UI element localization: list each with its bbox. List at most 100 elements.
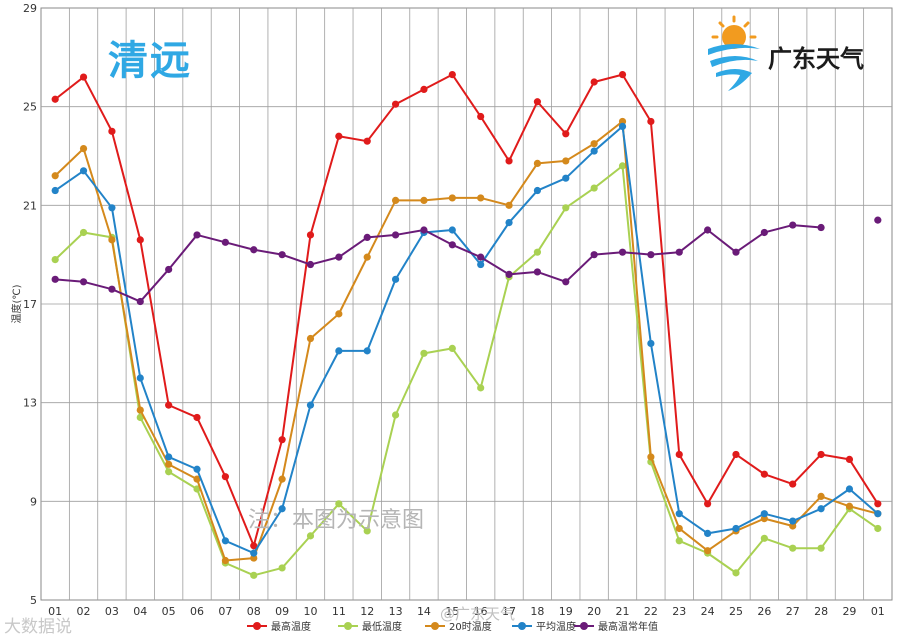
data-point [306,532,315,540]
data-point [732,248,740,256]
data-point [448,241,456,249]
x-tick-label: 03 [105,605,119,618]
data-point [675,537,683,545]
y-axis-label: 温度(℃) [10,284,23,323]
x-tick-label: 16 [474,605,488,618]
data-point [79,278,88,286]
x-tick-label: 23 [672,605,686,618]
data-point [760,534,768,542]
data-point [221,473,229,481]
data-point [420,349,428,357]
data-point [817,505,825,513]
y-tick-label: 21 [23,199,37,212]
x-tick-label: 14 [417,605,431,618]
data-point [250,554,258,562]
data-point [590,147,598,155]
data-point [562,157,570,165]
data-point [845,455,854,463]
x-tick-label: 08 [247,605,261,618]
series-5 [51,216,882,306]
x-tick-label: 06 [190,605,204,618]
data-point [675,248,683,256]
legend-label: 平均温度 [536,620,576,633]
data-point [789,221,797,229]
series-line [54,164,879,577]
x-tick-label: 18 [530,605,544,618]
legend-label: 20时温度 [449,620,492,633]
data-point [165,265,173,274]
data-point [136,236,144,244]
data-point [335,253,343,261]
data-point [51,95,59,103]
series-2 [51,162,882,579]
data-point [136,406,144,414]
legend-swatch-marker [518,622,526,630]
data-point [108,127,116,135]
data-point [533,98,542,106]
legend-swatch-marker [253,622,261,630]
x-tick-label: 09 [275,605,289,618]
data-point [704,547,712,555]
series-4 [51,122,882,557]
data-point [675,510,683,518]
data-point [278,251,286,259]
data-point [391,275,400,283]
data-point [618,248,627,256]
data-point [760,470,768,478]
x-tick-label: 22 [644,605,658,618]
data-point [533,268,542,276]
data-point [874,216,882,224]
data-point [306,231,315,239]
y-tick-label: 29 [23,2,37,15]
data-point [335,500,343,508]
data-point [590,251,598,259]
data-point [193,231,201,239]
data-point [789,480,797,488]
city-title: 清远 [108,38,192,84]
data-point [420,226,428,234]
chart-legend: 最高温度 最低温度 20时温度 平均温度 最高温常年值 [247,620,658,633]
data-point [136,297,144,306]
data-point [363,137,371,145]
data-point [817,492,825,500]
data-point [51,186,59,195]
data-point [79,73,88,81]
x-tick-label: 25 [729,605,743,618]
data-point [477,253,485,261]
data-point [704,529,712,538]
data-point [817,544,825,552]
data-point [165,453,173,461]
data-point [477,384,485,392]
data-point [250,542,258,550]
data-point [391,231,400,239]
data-point [250,549,258,557]
data-point [193,475,201,483]
data-point [845,485,854,493]
legend-swatch-marker [580,622,588,630]
data-point [505,201,513,209]
watermark-note: 注：本图为示意图 [248,508,425,533]
data-point [448,194,456,202]
series-line [55,224,822,303]
data-point [278,564,286,572]
series-line [54,73,879,547]
data-point [562,204,570,212]
x-tick-label: 01 [48,605,62,618]
data-point [618,162,627,170]
data-point [505,270,513,278]
data-point [79,228,88,237]
data-point [562,130,570,138]
data-point [136,374,144,382]
data-point [817,223,825,232]
data-point [221,537,229,545]
data-point [278,436,286,444]
data-point [789,544,797,552]
series-line [54,120,879,562]
x-tick-label: 12 [360,605,374,618]
data-point [391,196,400,204]
data-point [108,285,116,293]
x-tick-label: 26 [757,605,771,618]
data-point [165,460,173,468]
x-tick-label: 28 [814,605,828,618]
